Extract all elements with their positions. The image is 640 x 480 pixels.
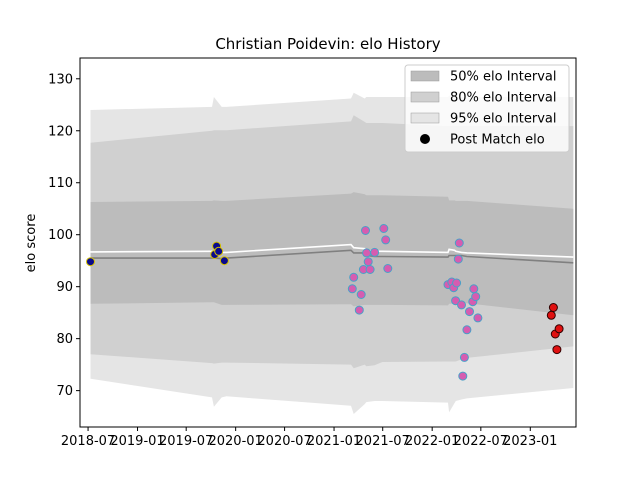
- point-navy: [219, 256, 229, 266]
- legend-box: [404, 64, 570, 153]
- legend-label: Post Match elo: [450, 133, 545, 148]
- point-pink: [349, 272, 359, 282]
- point-pink: [362, 248, 372, 258]
- point-red: [554, 324, 564, 334]
- legend-label: 80% elo Interval: [450, 91, 557, 106]
- legend-swatch: [410, 70, 440, 82]
- legend-label: 50% elo Interval: [450, 70, 557, 85]
- legend: 50% elo Interval 80% elo Interval 95% elo …: [404, 64, 570, 153]
- x-tick-label: 2020-07: [257, 434, 311, 449]
- y-tick-label: 110: [48, 176, 73, 191]
- point-pink: [462, 325, 472, 335]
- x-tick-label: 2019-07: [159, 434, 213, 449]
- y-tick-label: 120: [48, 124, 73, 139]
- point-pink: [453, 254, 463, 264]
- point-pink: [458, 371, 468, 381]
- chart-title: Christian Poidevin: elo History: [215, 35, 440, 53]
- legend-swatch: [410, 112, 440, 124]
- legend-label: 95% elo Interval: [450, 112, 557, 127]
- point-pink: [454, 238, 464, 248]
- plot-area-frame: [79, 57, 577, 428]
- data-points: [86, 224, 564, 381]
- x-tick-label: 2020-01: [208, 434, 262, 449]
- point-pink: [381, 235, 391, 245]
- point-pink: [469, 284, 479, 294]
- y-tick-label: 130: [48, 72, 73, 87]
- y-tick-label: 100: [48, 228, 73, 243]
- point-red: [548, 303, 558, 312]
- point-pink: [363, 257, 373, 267]
- point-pink: [452, 278, 462, 288]
- legend-marker: [420, 134, 430, 144]
- point-red: [546, 310, 556, 320]
- x-tick-label: 2023-01: [503, 434, 557, 449]
- y-tick-label: 80: [56, 332, 73, 347]
- x-tick-label: 2021-07: [356, 434, 410, 449]
- interval-bands: [90, 92, 574, 415]
- point-navy: [86, 257, 95, 267]
- point-pink: [383, 264, 393, 273]
- point-pink: [347, 284, 357, 294]
- point-pink: [465, 307, 474, 317]
- point-pink: [354, 305, 364, 315]
- x-tick-label: 2022-01: [405, 434, 459, 449]
- point-pink: [361, 226, 370, 235]
- y-axis-label: elo score: [24, 214, 39, 273]
- point-pink: [379, 224, 389, 233]
- x-tick-label: 2021-01: [307, 434, 361, 449]
- legend-swatch: [410, 91, 440, 103]
- point-pink: [365, 265, 375, 274]
- y-tick-label: 70: [56, 384, 73, 399]
- point-pink: [473, 313, 483, 323]
- point-pink: [457, 300, 466, 310]
- y-tick-label: 90: [56, 280, 73, 295]
- point-pink: [471, 292, 481, 302]
- x-tick-label: 2018-07: [61, 434, 115, 449]
- x-tick-label: 2019-01: [110, 434, 164, 449]
- point-pink: [459, 352, 469, 362]
- y-axis: 70 80 90 100 110 120 130: [48, 72, 80, 399]
- point-red: [552, 345, 562, 355]
- point-pink: [370, 247, 380, 257]
- x-axis: 2018-072019-012019-072020-012020-072021-…: [61, 427, 557, 449]
- x-tick-label: 2022-07: [454, 434, 508, 449]
- point-navy: [214, 246, 224, 256]
- point-pink: [356, 290, 366, 299]
